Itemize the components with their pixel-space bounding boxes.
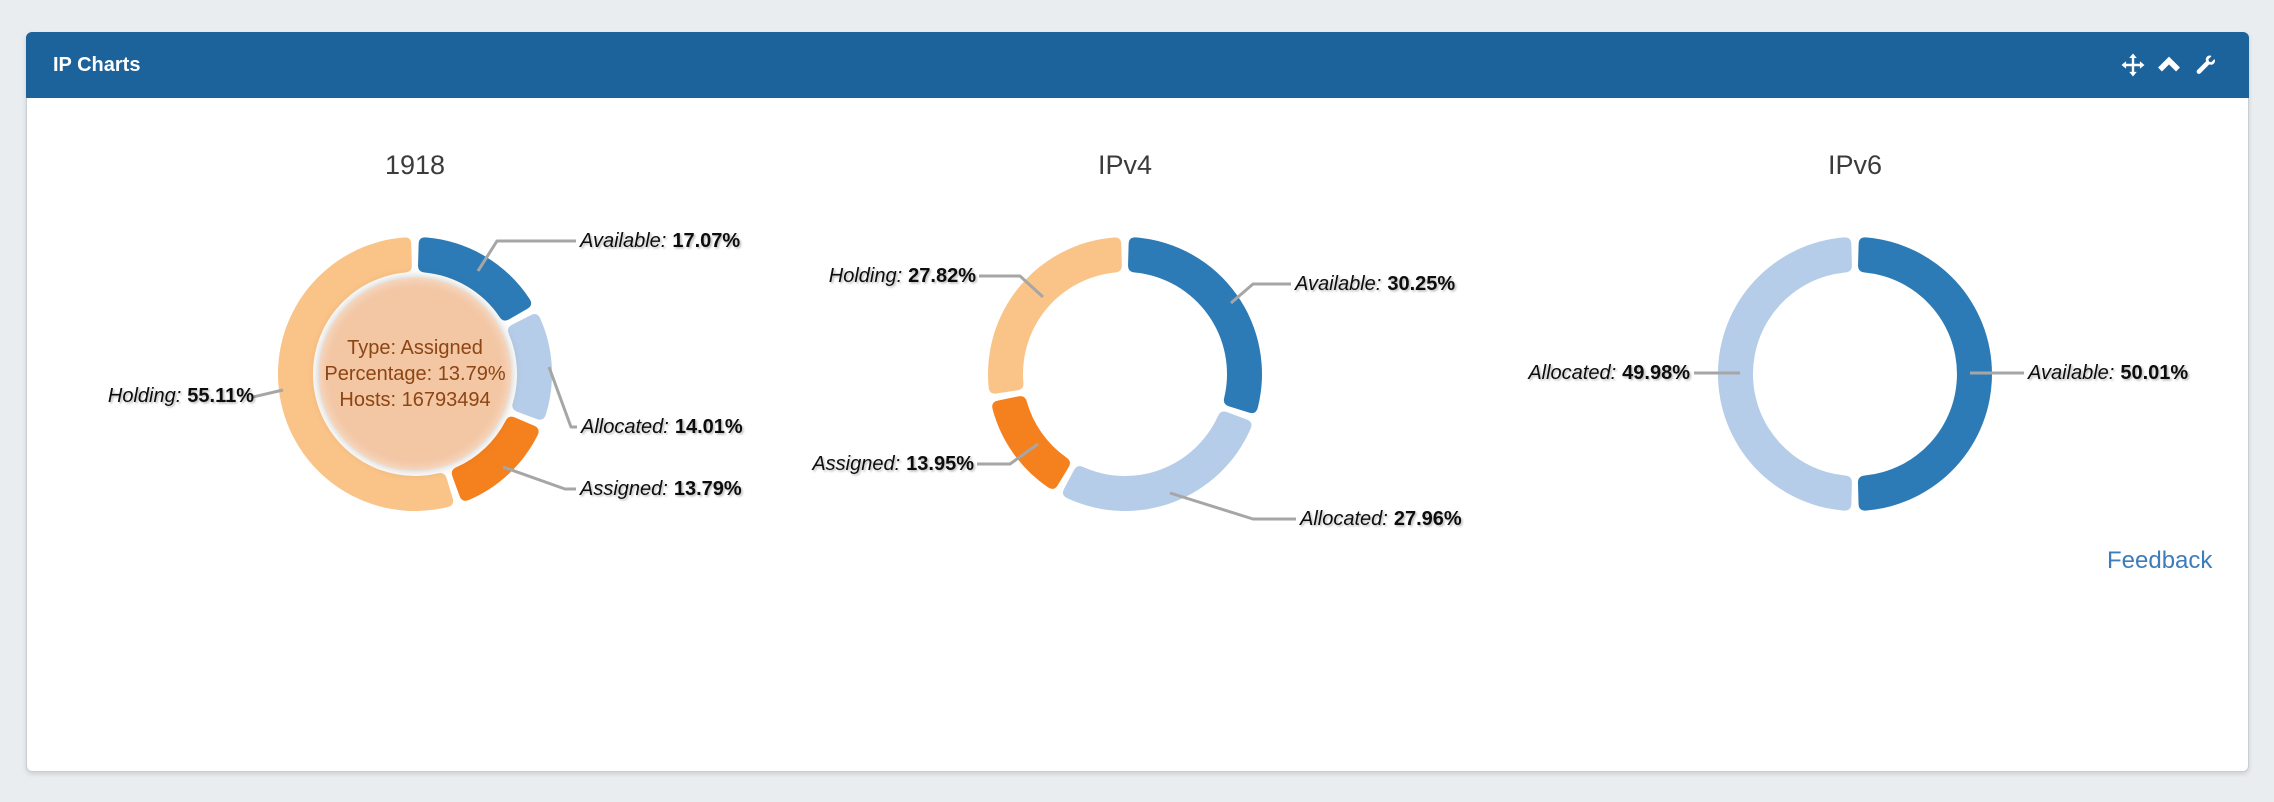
slice-label-holding: Holding: 27.82% [829,263,976,289]
panel-header: IP Charts [26,32,2249,98]
donut-segment-allocated[interactable] [1062,411,1252,512]
slice-label-available: Available: 17.07% [580,228,740,254]
slice-label-value: 27.96% [1393,508,1462,530]
wrench-icon[interactable] [2193,53,2217,77]
slice-label-assigned: Assigned: 13.79% [580,476,742,502]
slice-label-value: 13.95% [906,453,974,475]
slice-label-name: Available: [580,230,667,252]
slice-label-name: Available: [2028,362,2115,384]
panel-header-controls [2121,32,2217,98]
slice-label-value: 13.79% [673,478,742,500]
slice-label-allocated: Allocated: 14.01% [581,414,743,440]
donut-segment-assigned[interactable] [992,396,1070,489]
slice-label-value: 27.82% [908,265,976,287]
feedback-link[interactable]: Feedback [2107,547,2213,574]
donut-segment-available[interactable] [1857,237,1992,511]
slice-label-assigned: Assigned: 13.95% [812,451,974,477]
slice-label-name: Allocated: [1300,508,1388,530]
slice-label-allocated: Allocated: 49.98% [1528,360,1690,386]
slice-label-available: Available: 50.01% [2028,360,2188,386]
tooltip-type-line: Type: Assigned [347,337,483,359]
slice-label-name: Holding: [107,385,182,407]
slice-label-name: Assigned: [580,478,668,500]
collapse-chevron-up-icon[interactable] [2157,53,2181,77]
slice-label-name: Assigned: [812,453,901,475]
slice-label-value: 50.01% [2120,362,2189,384]
chart-title-ipv6: IPv6 [1827,150,1883,180]
slice-label-allocated: Allocated: 27.96% [1300,506,1462,532]
donut-segment-available[interactable] [418,237,532,321]
slice-label-name: Allocated: [581,416,669,438]
donut-segment-allocated[interactable] [1717,237,1852,511]
donut-segment-holding[interactable] [277,237,454,511]
chart-center-tooltip: Type: Assigned Percentage: 13.79% Hosts:… [319,278,511,470]
chart-title-ipv4: IPv4 [1097,150,1153,180]
slice-label-name: Holding: [828,265,903,287]
slice-label-value: 30.25% [1387,273,1456,295]
donut-segment-allocated[interactable] [507,314,553,420]
slice-label-value: 17.07% [672,230,741,252]
slice-label-value: 14.01% [674,416,743,438]
tooltip-hosts-line: Hosts: 16793494 [339,389,491,411]
tooltip-percentage-line: Percentage: 13.79% [324,363,506,385]
donut-segment-available[interactable] [1128,237,1262,414]
slice-label-holding: Holding: 55.11% [108,383,254,409]
slice-label-value: 49.98% [1622,362,1690,384]
slice-label-name: Available: [1295,273,1382,295]
panel-title: IP Charts [53,54,141,76]
chart-title-1918: 1918 [384,150,446,180]
move-icon[interactable] [2121,53,2145,77]
slice-label-value: 55.11% [187,385,254,407]
slice-label-name: Allocated: [1528,362,1617,384]
slice-label-available: Available: 30.25% [1295,271,1455,297]
donut-segment-assigned[interactable] [451,416,539,501]
donut-segment-holding[interactable] [988,237,1122,394]
